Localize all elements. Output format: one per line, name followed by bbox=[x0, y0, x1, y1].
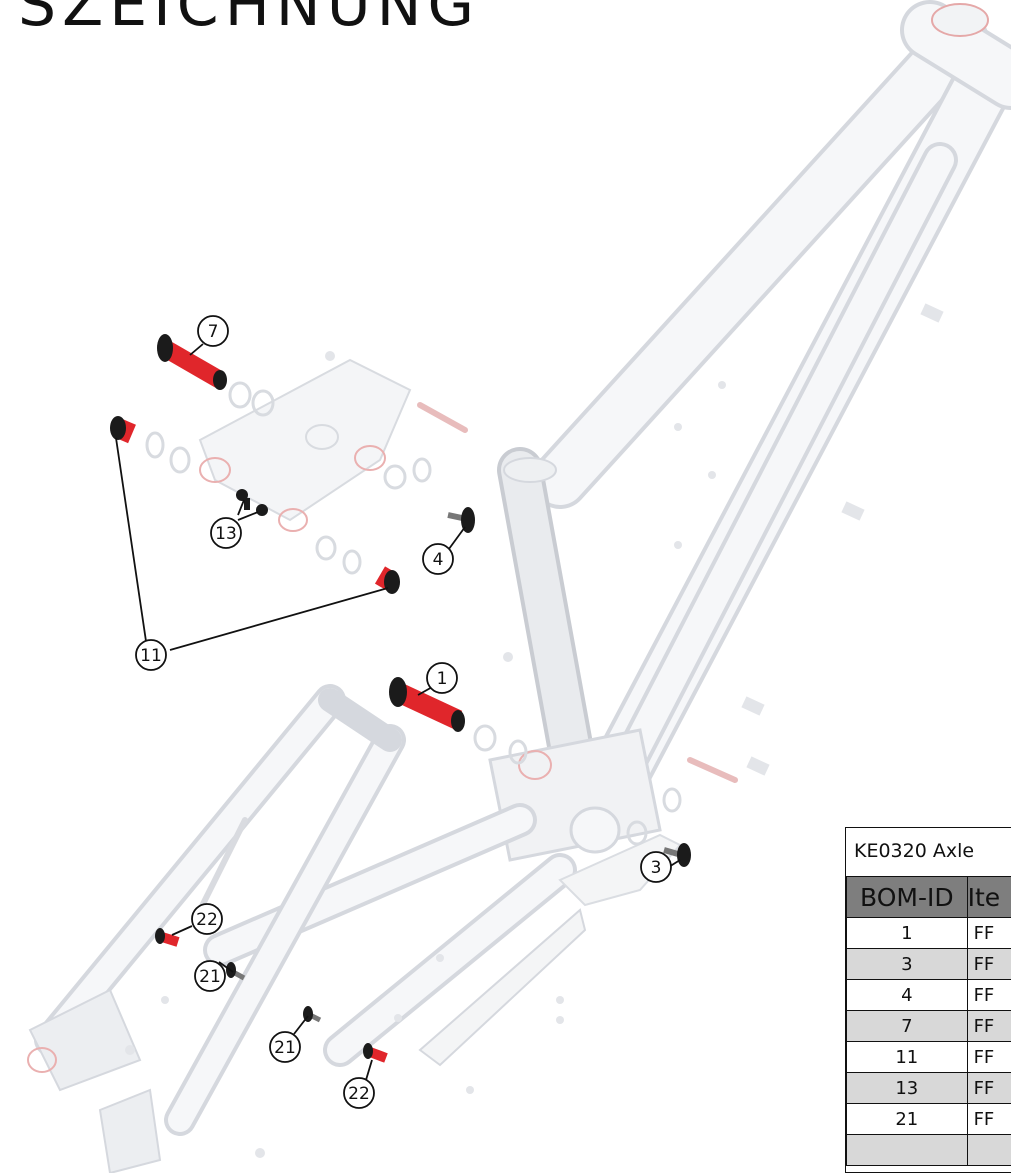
callout-21a: 21 bbox=[194, 960, 226, 992]
ghost-bolts bbox=[417, 402, 738, 783]
bom-id-cell: 13 bbox=[846, 1072, 968, 1104]
bom-table: BOM-ID Ite 1 FF 3 FF 4 FF 7 FF 11 bbox=[846, 876, 1011, 1166]
bom-id-cell: 1 bbox=[846, 917, 968, 949]
svg-text:21: 21 bbox=[199, 967, 221, 987]
callout-21b: 21 bbox=[269, 1031, 301, 1063]
chain-guard bbox=[418, 908, 587, 1067]
table-row: 3 FF bbox=[846, 948, 1011, 980]
bom-item-cell: FF bbox=[966, 1072, 1011, 1104]
bom-id-cell: 3 bbox=[846, 948, 968, 980]
table-row bbox=[846, 1134, 1011, 1166]
part-22-bolt-a bbox=[155, 928, 180, 947]
seat-tube-top bbox=[503, 457, 557, 483]
bom-id-cell: 21 bbox=[846, 1103, 968, 1135]
bom-id-cell: 7 bbox=[846, 1010, 968, 1042]
part-7-axle bbox=[157, 334, 227, 390]
svg-text:21: 21 bbox=[274, 1038, 296, 1058]
svg-text:1: 1 bbox=[437, 669, 448, 689]
washers bbox=[145, 381, 682, 846]
svg-text:3: 3 bbox=[651, 858, 662, 878]
part-1-axle bbox=[389, 677, 465, 732]
table-row: 13 FF bbox=[846, 1072, 1011, 1104]
part-11-bushing-b bbox=[374, 566, 400, 594]
svg-text:22: 22 bbox=[196, 910, 218, 930]
callout-1: 1 bbox=[426, 662, 458, 694]
bom-header-id: BOM-ID bbox=[846, 876, 968, 918]
part-4-cap bbox=[447, 507, 475, 533]
bom-id-cell bbox=[846, 1134, 968, 1166]
bom-item-cell: FF bbox=[966, 917, 1011, 949]
main-frame bbox=[497, 0, 1011, 841]
part-22-bolt-b bbox=[363, 1043, 388, 1063]
bom-id-cell: 4 bbox=[846, 979, 968, 1011]
bom-header-item: Ite bbox=[966, 876, 1011, 918]
bom-id-cell: 11 bbox=[846, 1041, 968, 1073]
part-11-bushing-a bbox=[110, 416, 136, 444]
rear-stays bbox=[34, 684, 406, 1136]
bom-table-title: KE0320 Axle bbox=[854, 840, 975, 862]
callout-4: 4 bbox=[422, 543, 454, 575]
bom-item-cell: FF bbox=[966, 1041, 1011, 1073]
table-row: 11 FF bbox=[846, 1041, 1011, 1073]
dropouts bbox=[27, 988, 162, 1173]
bottom-bracket bbox=[488, 728, 662, 862]
part-13-screws bbox=[236, 489, 268, 516]
bom-item-cell: FF bbox=[966, 948, 1011, 980]
table-row: 1 FF bbox=[846, 917, 1011, 949]
bom-item-cell bbox=[966, 1134, 1011, 1166]
bom-table-panel: KE0320 Axle BOM-ID Ite 1 FF 3 FF 4 FF 7 bbox=[845, 827, 1011, 1173]
part-3-cap bbox=[663, 843, 691, 867]
table-row: 7 FF bbox=[846, 1010, 1011, 1042]
callout-3: 3 bbox=[640, 851, 672, 883]
svg-text:13: 13 bbox=[215, 524, 237, 544]
callout-7: 7 bbox=[197, 315, 229, 347]
small-screws bbox=[125, 303, 944, 1158]
callout-11: 11 bbox=[135, 639, 167, 671]
svg-text:7: 7 bbox=[208, 322, 219, 342]
bom-header-row: BOM-ID Ite bbox=[846, 876, 1011, 918]
callout-13: 13 bbox=[210, 517, 242, 549]
page-title: SZEICHNUNG bbox=[18, 0, 480, 40]
rocker-link bbox=[198, 358, 412, 532]
svg-text:22: 22 bbox=[348, 1084, 370, 1104]
table-row: 4 FF bbox=[846, 979, 1011, 1011]
table-row: 21 FF bbox=[846, 1103, 1011, 1135]
svg-text:4: 4 bbox=[433, 550, 444, 570]
callout-22b: 22 bbox=[343, 1077, 375, 1109]
bom-item-cell: FF bbox=[966, 1103, 1011, 1135]
head-tube-bearing bbox=[931, 3, 989, 37]
bom-item-cell: FF bbox=[966, 979, 1011, 1011]
bom-item-cell: FF bbox=[966, 1010, 1011, 1042]
callout-22a: 22 bbox=[191, 903, 223, 935]
svg-text:11: 11 bbox=[140, 646, 162, 666]
